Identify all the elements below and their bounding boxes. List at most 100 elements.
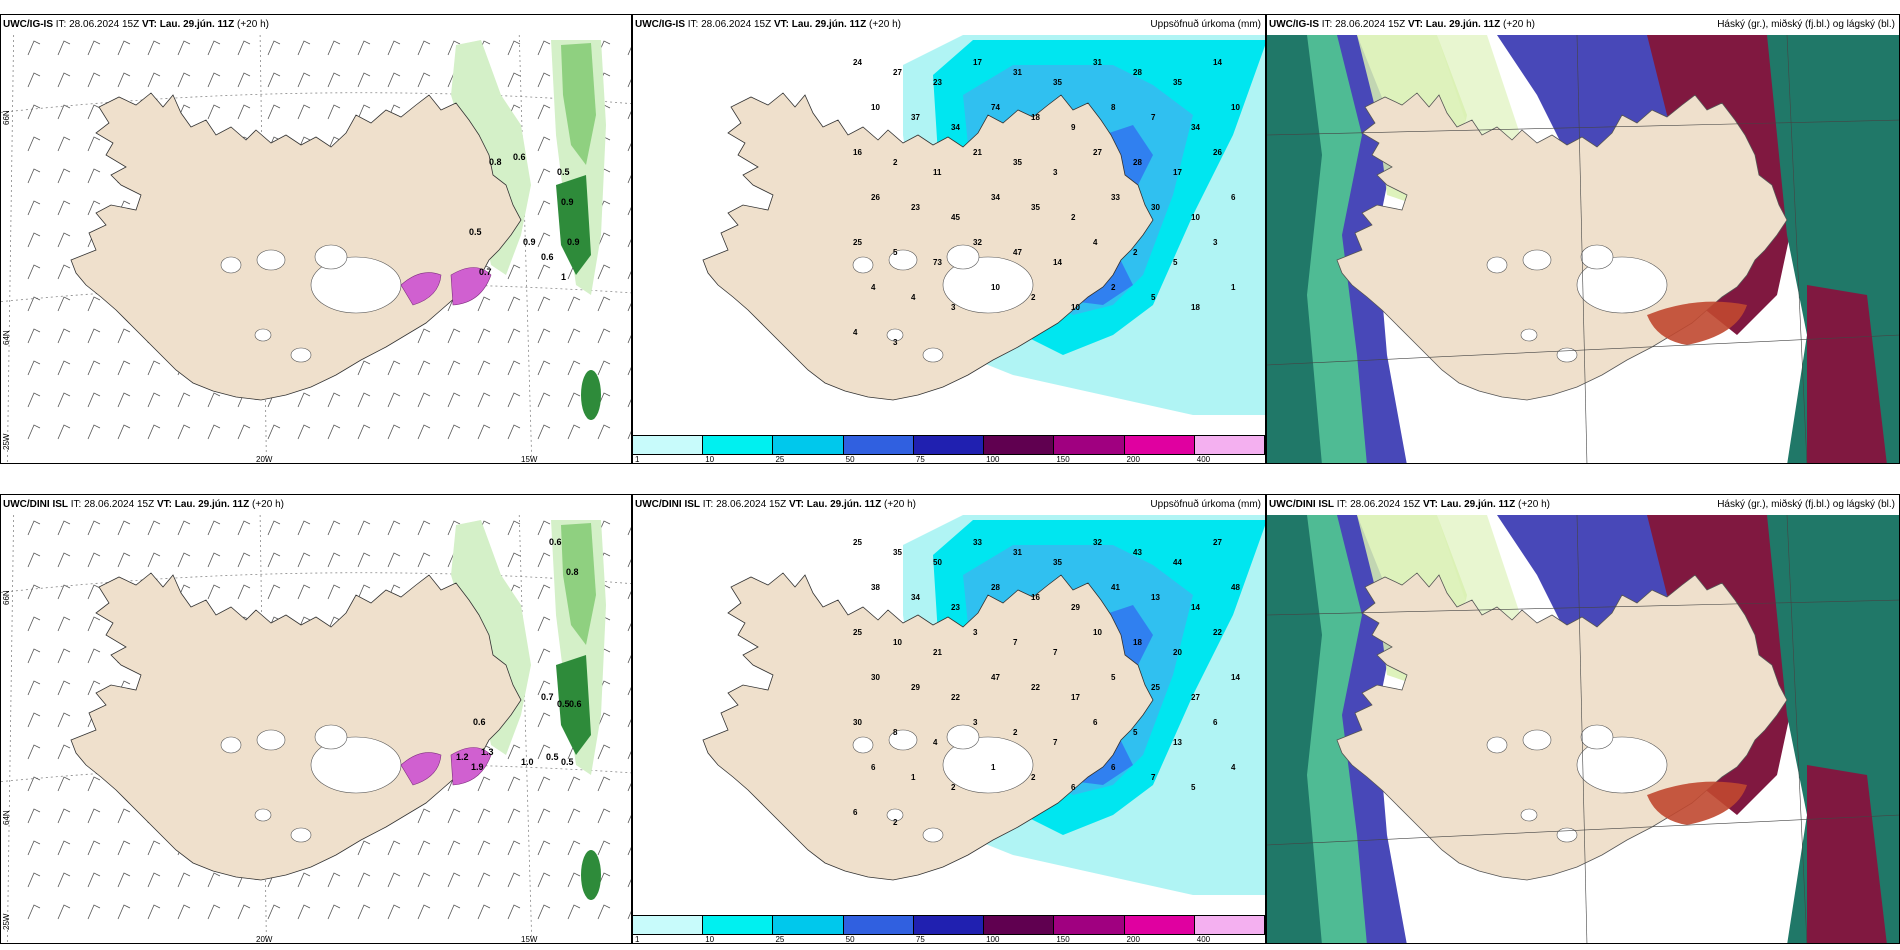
wind-barb	[627, 622, 631, 632]
precip-value-label: 25	[1151, 683, 1160, 692]
colorbar-tick-label: 150	[1056, 455, 1070, 464]
wind-barb	[537, 136, 551, 152]
wind-barb	[267, 104, 281, 120]
precip-value-label: 3	[951, 303, 956, 312]
glacier	[220, 736, 242, 754]
precip-value-label: 10	[871, 103, 880, 112]
wind-barb	[27, 680, 41, 696]
colorbar-tick-label: 1	[635, 935, 640, 944]
precip-value-label: 4	[1231, 763, 1236, 772]
glacier-hofsjokull	[314, 724, 348, 750]
precip-value-label: 0.5	[469, 227, 482, 237]
graticule	[1267, 515, 1899, 943]
wind-barb	[147, 840, 161, 856]
precip-value-label: 47	[991, 673, 1000, 682]
wind-barb	[387, 424, 401, 440]
glacier	[290, 347, 312, 363]
precip-value-label: 28	[1133, 68, 1142, 77]
wind-barb	[507, 520, 521, 536]
glacier-myrdalsjokull	[886, 328, 904, 342]
wind-barb	[597, 776, 611, 792]
wind-barb	[417, 552, 431, 568]
wind-barb	[57, 200, 71, 216]
panel-title-right: Háský (gr.), miðský (fj.bl.) og lágský (…	[1717, 19, 1895, 30]
meridian-line	[1786, 35, 1808, 463]
wind-barb	[27, 808, 41, 824]
wind-barb	[87, 360, 101, 376]
wind-barb	[537, 584, 551, 600]
wind-barb	[627, 750, 631, 760]
glaciers	[852, 724, 1034, 843]
wind-barb	[177, 40, 191, 56]
glacier	[1556, 347, 1578, 363]
glaciers	[852, 244, 1034, 363]
wind-barb	[237, 104, 251, 120]
wind-barb	[267, 904, 281, 920]
wind-barb	[537, 904, 551, 920]
wind-barb	[627, 46, 631, 56]
wind-barb	[57, 872, 71, 888]
value-labels: 2427231731353128351410373474189873410162…	[853, 58, 1240, 347]
meridian-line	[1576, 35, 1588, 463]
colorbar-swatch	[1124, 916, 1195, 934]
wind-barb	[87, 616, 101, 632]
precip-value-label: 33	[973, 538, 982, 547]
wind-barb	[627, 686, 631, 696]
precip-value-label: 25	[853, 628, 862, 637]
precip-area-heavy	[581, 370, 601, 420]
precip-value-label: 32	[1093, 538, 1102, 547]
wind-barb	[357, 904, 371, 920]
precip-value-label: 26	[1213, 148, 1222, 157]
glacier-myrdalsjokull	[254, 808, 272, 822]
glaciers	[220, 724, 402, 843]
precip-value-label: 29	[1071, 603, 1080, 612]
glacier-vatnajokull	[942, 736, 1034, 794]
precip-value-label: 22	[1213, 628, 1222, 637]
wind-barb	[27, 232, 41, 248]
colorbar-tick-label: 75	[915, 455, 925, 464]
wind-barb	[597, 744, 611, 760]
low-cloud-red	[1647, 301, 1747, 345]
precip-value-label: 10	[991, 283, 1000, 292]
wind-barb	[327, 584, 341, 600]
wind-barb	[57, 296, 71, 312]
wind-barb	[117, 72, 131, 88]
wind-barb	[57, 264, 71, 280]
precip-value-label: 35	[1031, 203, 1040, 212]
wind-barb	[207, 520, 221, 536]
colorbar-tick-label: 100	[986, 455, 1000, 464]
meridian-line	[1786, 515, 1808, 943]
precip-value-label: 4	[933, 738, 938, 747]
wind-barb	[87, 168, 101, 184]
wind-barb	[387, 360, 401, 376]
lon-label-20w: 20W	[256, 935, 273, 944]
wind-barb	[87, 40, 101, 56]
wind-barb	[567, 808, 581, 824]
wind-barb	[507, 72, 521, 88]
wind-barb	[447, 360, 461, 376]
precip-value-label: 6	[1231, 193, 1236, 202]
precip-value-label: 23	[933, 78, 942, 87]
wind-barb	[87, 584, 101, 600]
wind-barb	[417, 872, 431, 888]
precip-map: 2427231731353128351410373474189873410162…	[702, 35, 1265, 415]
panel-header: UWC/DINI ISL IT: 28.06.2024 15Z VT: Lau.…	[1269, 499, 1550, 510]
wind-barb	[417, 392, 431, 408]
colorbar-tick-label: 200	[1126, 935, 1140, 944]
wind-barb	[477, 776, 491, 792]
precip-value-label: 10	[893, 638, 902, 647]
wind-barb	[27, 168, 41, 184]
precip-value-label: 7	[1053, 648, 1058, 657]
glacier-myrdalsjokull	[1520, 328, 1538, 342]
mid-cloud-maroon	[1807, 285, 1887, 463]
precip-value-label: 35	[1013, 158, 1022, 167]
precip-value-label: 0.6	[541, 252, 554, 262]
wind-barb	[57, 520, 71, 536]
colorbar-swatches	[633, 915, 1265, 935]
precip-value-label: 27	[893, 68, 902, 77]
wind-barb	[477, 392, 491, 408]
wind-barb	[507, 744, 521, 760]
colorbar-tick-label: 50	[845, 455, 855, 464]
wind-barb	[537, 712, 551, 728]
precip-panel-top: UWC/IG-IS IT: 28.06.2024 15Z VT: Lau. 29…	[632, 14, 1266, 464]
